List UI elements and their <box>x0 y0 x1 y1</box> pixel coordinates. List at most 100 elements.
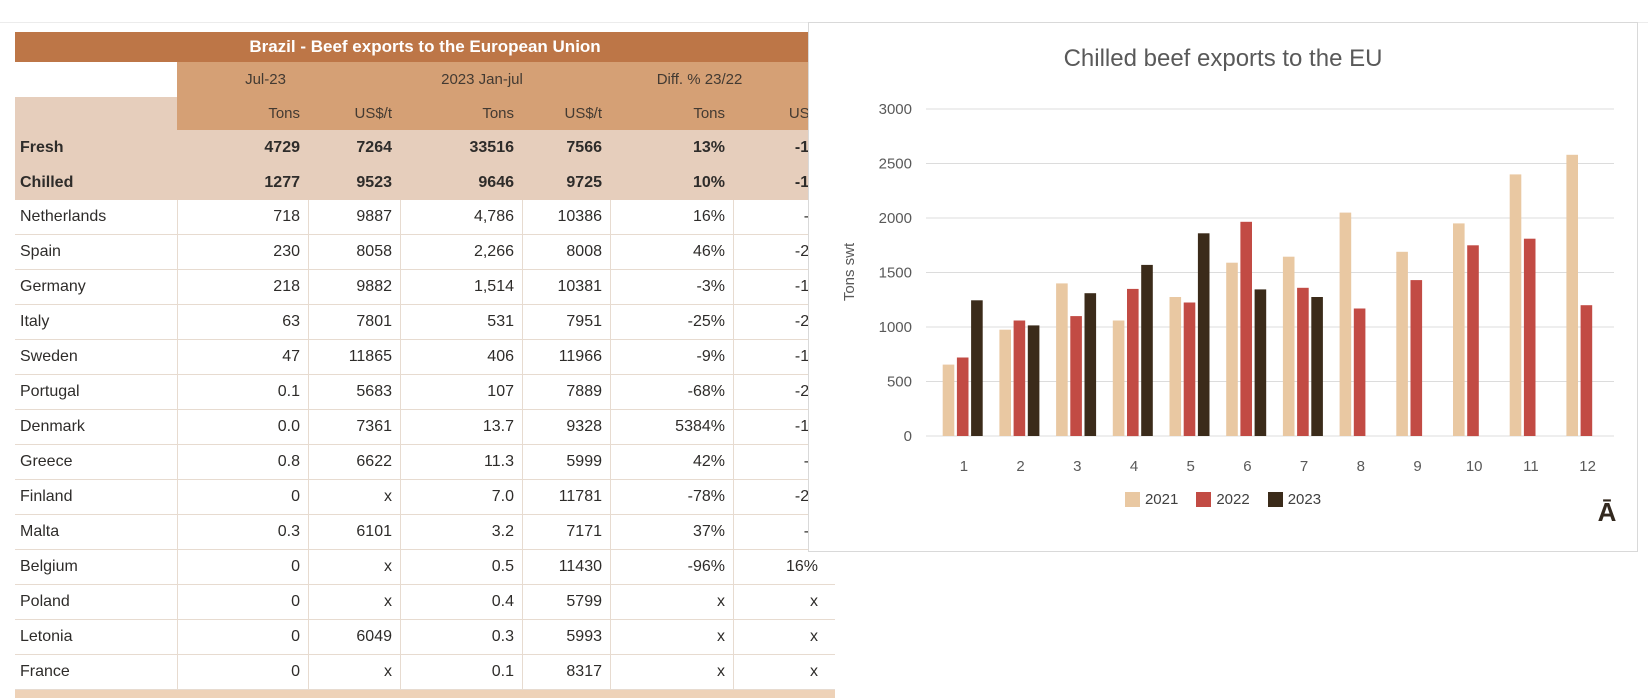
legend-label-2021: 2021 <box>1144 491 1179 508</box>
row-label: France <box>15 655 177 690</box>
legend-label-2023: 2023 <box>1287 491 1322 508</box>
table-cell: -68% <box>610 375 733 410</box>
beef-exports-table: Brazil - Beef exports to the European Un… <box>15 32 835 698</box>
bar-2023-month-6 <box>1254 289 1267 436</box>
table-cell: 11865 <box>308 340 400 375</box>
table-row: Portugal 0.1 5683 107 7889 -68% -21 <box>15 375 835 410</box>
bar-2021-month-6 <box>1226 262 1238 436</box>
table-cell: 0.3 <box>400 620 522 655</box>
bar-2023-month-3 <box>1084 293 1097 436</box>
table-cell: 9646 <box>478 173 514 191</box>
x-tick-label-6: 6 <box>1243 458 1251 475</box>
column-group-header-2: Diff. % 23/22 <box>610 62 835 97</box>
table-cell: x <box>733 585 835 620</box>
table-cell: 4729 <box>264 138 300 156</box>
table-cell: 0 <box>177 480 308 515</box>
table-cell: 0.4 <box>400 585 522 620</box>
bar-2021-month-3 <box>1056 283 1068 436</box>
bar-2022-month-10 <box>1467 245 1479 437</box>
table-cell: 5799 <box>522 585 610 620</box>
table-cell: 11430 <box>522 550 610 585</box>
table-cell: 7951 <box>522 305 610 340</box>
table-row: Chilled 1277 9523 9646 9725 10% -14 <box>15 165 835 200</box>
table-cell: 8058 <box>308 235 400 270</box>
table-cell: 10% <box>692 173 725 191</box>
table-cell: 11.3 <box>400 445 522 480</box>
table-row: France 0 x 0.1 8317 x x <box>15 655 835 690</box>
x-tick-label-10: 10 <box>1466 458 1483 475</box>
table-subheader-row: Tons US$/t Tons US$/t Tons US$ <box>15 97 835 130</box>
table-row: Letonia 0 6049 0.3 5993 x x <box>15 620 835 655</box>
bar-2021-month-4 <box>1112 320 1125 436</box>
table-cell: 47 <box>177 340 308 375</box>
chart-title: Chilled beef exports to the EU <box>1063 45 1383 72</box>
bar-2021-month-11 <box>1509 174 1522 436</box>
row-label: Malta <box>15 515 177 550</box>
table-cell: 0 <box>177 585 308 620</box>
table-cell: 7801 <box>308 305 400 340</box>
y-tick-label: 2000 <box>879 210 912 227</box>
x-tick-label-8: 8 <box>1357 458 1365 475</box>
table-cell: 1,514 <box>400 270 522 305</box>
table-cell: 7264 <box>356 138 392 156</box>
row-label: Chilled <box>20 173 74 191</box>
row-label: Germany <box>15 270 177 305</box>
subheader-cell-2: Tons <box>400 97 522 130</box>
x-tick-label-2: 2 <box>1016 458 1024 475</box>
bar-2021-month-2 <box>999 329 1011 436</box>
bar-2021-month-5 <box>1169 297 1182 436</box>
table-cell: 0.0 <box>177 410 308 445</box>
bar-2022-month-11 <box>1523 238 1536 436</box>
row-label: Denmark <box>15 410 177 445</box>
bar-2021-month-9 <box>1396 251 1408 436</box>
table-cell: 37% <box>610 515 733 550</box>
table-cell: 9523 <box>356 173 392 191</box>
stray-character: Ā <box>1597 497 1617 527</box>
table-cell: 107 <box>400 375 522 410</box>
row-label: Poland <box>15 585 177 620</box>
table-title: Brazil - Beef exports to the European Un… <box>15 32 835 62</box>
bar-2022-month-2 <box>1013 320 1026 436</box>
legend-item-2022: 2022 <box>1196 491 1250 508</box>
table-cell: 13% <box>692 138 725 156</box>
table-row: Belgium 0 x 0.5 11430 -96% 16% <box>15 550 835 585</box>
x-tick-label-11: 11 <box>1523 458 1539 475</box>
x-tick-label-7: 7 <box>1300 458 1308 475</box>
table-cell: 406 <box>400 340 522 375</box>
table-cell: 230 <box>177 235 308 270</box>
bar-2023-month-7 <box>1311 297 1323 436</box>
table-cell: 63 <box>177 305 308 340</box>
table-cell: 4,786 <box>400 200 522 235</box>
bar-2022-month-1 <box>956 357 969 436</box>
row-label: Portugal <box>15 375 177 410</box>
table-cell: 33516 <box>469 138 515 156</box>
table-cell: 11781 <box>522 480 610 515</box>
table-row: Spain 230 8058 2,266 8008 46% -20 <box>15 235 835 270</box>
table-cell: 10386 <box>522 200 610 235</box>
bar-2022-month-12 <box>1580 305 1593 436</box>
legend-swatch-2021 <box>1124 492 1140 507</box>
row-label: Italy <box>15 305 177 340</box>
row-label: Greece <box>15 445 177 480</box>
y-tick-label: 1500 <box>879 265 912 282</box>
table-cell: 6101 <box>308 515 400 550</box>
bar-2022-month-8 <box>1353 308 1366 436</box>
chart-panel: 0 500 1000 1500 2000 2500 3000 Tons swt 1 2 3 4 5 6 7 8… <box>808 22 1638 552</box>
table-row: Denmark 0.0 7361 13.7 9328 5384% -18 <box>15 410 835 445</box>
table-cell: 8008 <box>522 235 610 270</box>
table-cell: 8317 <box>522 655 610 690</box>
table-cell: x <box>733 655 835 690</box>
bar-2021-month-8 <box>1339 212 1352 436</box>
table-cell: x <box>308 550 400 585</box>
table-cell: -96% <box>610 550 733 585</box>
bar-2022-month-9 <box>1410 280 1423 436</box>
bar-2021-month-10 <box>1453 223 1465 436</box>
bar-2021-month-1 <box>942 364 955 436</box>
table-row: Italy 63 7801 531 7951 -25% -20 <box>15 305 835 340</box>
row-label: Sweden <box>15 340 177 375</box>
table-cell: 5993 <box>522 620 610 655</box>
table-row: Sweden 47 11865 406 11966 -9% -14 <box>15 340 835 375</box>
bar-2021-month-12 <box>1566 154 1578 437</box>
y-tick-label: 500 <box>887 374 912 391</box>
